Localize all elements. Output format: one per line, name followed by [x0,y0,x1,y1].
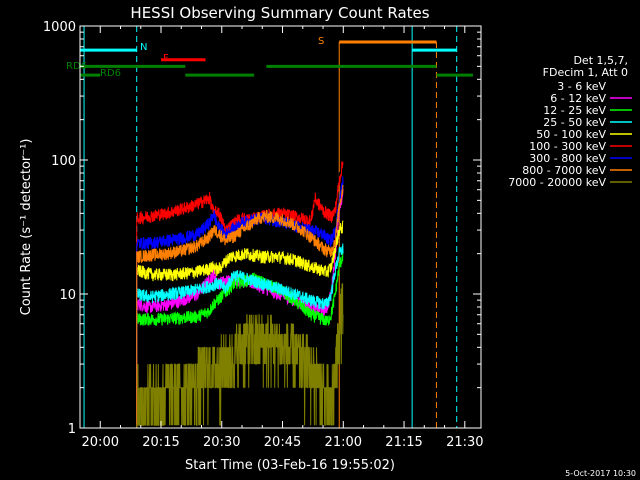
series-line-3 [136,243,344,428]
x-axis-label: Start Time (03-Feb-16 19:55:02) [185,458,395,473]
legend-label-4: 50 - 100 keV [536,128,606,141]
legend-label-6: 300 - 800 keV [529,152,606,165]
generation-timestamp: 5-Oct-2017 10:30 [565,469,636,478]
series-line-8 [136,283,344,428]
x-tick-label-1: 20:15 [142,435,179,450]
y-tick-label-2: 100 [51,154,76,169]
x-tick-label-0: 20:00 [82,435,119,450]
plot-frame [79,25,482,429]
series-line-7 [136,184,344,428]
annotation-bars: N F S RD6 RD6 [66,36,473,79]
legend-label-3: 25 - 50 keV [543,116,606,129]
legend-label-8: 7000 - 20000 keV [508,176,606,189]
x-tick-label-4: 21:00 [325,435,362,450]
legend-label-1: 6 - 12 keV [550,92,606,105]
x-tick-label-2: 20:30 [203,435,240,450]
annotation-label-0: N [140,42,147,53]
annotation-label-4: RD6 [100,68,121,79]
y-tick-label-3: 1000 [43,20,76,35]
series-line-2 [136,251,344,428]
annotation-label-2: S [318,36,324,47]
annotation-label-1: F [163,53,169,64]
y-axis-label: Count Rate (s⁻¹ detector⁻¹) [19,139,34,316]
x-tick-label-5: 21:15 [385,435,422,450]
axis-ticks: 20:00 20:15 20:30 20:45 21:00 21:15 21:30 1 10 10… [43,20,484,450]
event-markers [83,26,458,428]
legend-label-2: 12 - 25 keV [543,104,606,117]
legend-header-0: Det 1,5,7, [573,54,628,67]
y-tick-label-0: 1 [68,422,76,437]
legend-label-7: 800 - 7000 keV [522,164,606,177]
series-line-4 [136,220,344,428]
chart-title: HESSI Observing Summary Count Rates [130,4,429,22]
legend-label-0: 3 - 6 keV [557,80,606,93]
annotation-label-3: RD6 [66,61,87,72]
legend-header-1: FDecim 1, Att 0 [543,66,628,79]
series-lines [136,161,344,428]
x-tick-label-3: 20:45 [264,435,301,450]
x-tick-label-6: 21:30 [446,435,483,450]
legend-label-5: 100 - 300 keV [529,140,606,153]
y-tick-label-1: 10 [59,288,76,303]
